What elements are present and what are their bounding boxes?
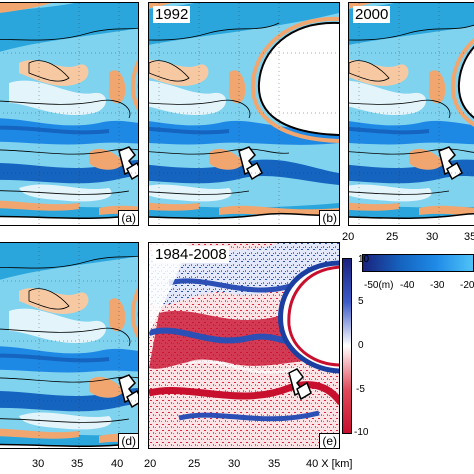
panel-year-label: 1984-2008 xyxy=(153,246,229,263)
map-panel-a: (a) xyxy=(0,2,139,226)
map-panel-d: (d) xyxy=(0,242,139,449)
x-tick: 20 xyxy=(144,458,157,470)
x-tick: 30 xyxy=(32,458,45,470)
panel-letter: (a) xyxy=(118,210,138,225)
x-tick: 25 xyxy=(386,231,399,243)
x-tick: 35 xyxy=(464,231,474,243)
depth-colorbar xyxy=(362,254,474,272)
bathymetry-map xyxy=(0,243,138,448)
bathymetry-map xyxy=(349,3,474,225)
x-tick: 35 xyxy=(268,458,281,470)
depth-colorbar-label: -50(m) xyxy=(364,280,394,291)
x-tick: 40 xyxy=(111,458,124,470)
change-map xyxy=(149,243,339,448)
change-colorbar xyxy=(342,258,352,434)
panel-letter: (e) xyxy=(319,433,339,448)
depth-colorbar-label: -20 xyxy=(460,280,474,291)
change-colorbar-label: 0 xyxy=(358,340,364,351)
panel-letter: (b) xyxy=(319,210,339,225)
x-tick: 30 xyxy=(426,231,439,243)
bathymetry-map xyxy=(149,3,339,225)
bathymetry-map xyxy=(0,3,138,225)
change-colorbar-label: 5 xyxy=(358,296,364,307)
panel-year-label: 2000 xyxy=(353,6,391,23)
panel-year-label: 1992 xyxy=(153,6,191,23)
map-panel-c: 2000 xyxy=(348,2,474,226)
change-colorbar-label: -5 xyxy=(356,384,365,395)
depth-colorbar-label: -40 xyxy=(400,280,415,291)
x-tick: 30 xyxy=(228,458,241,470)
change-colorbar-label: -10 xyxy=(354,427,369,438)
panel-letter: (d) xyxy=(118,433,138,448)
x-tick: 35 xyxy=(71,458,84,470)
x-axis-label: 40 X [km] xyxy=(306,458,353,470)
x-tick: 25 xyxy=(188,458,201,470)
change-colorbar-label: 10 xyxy=(358,254,370,265)
x-tick: 20 xyxy=(342,231,355,243)
depth-colorbar-label: -30 xyxy=(430,280,445,291)
map-panel-e: 1984-2008 (e) xyxy=(148,242,340,449)
map-panel-b: 1992 (b) xyxy=(148,2,340,226)
